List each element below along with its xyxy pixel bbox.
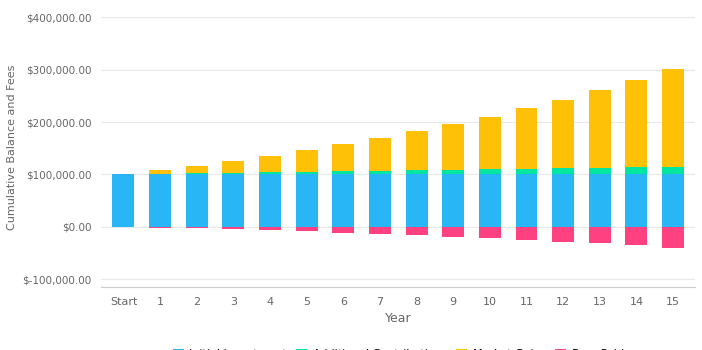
Bar <box>112 174 135 227</box>
Bar <box>515 174 538 227</box>
X-axis label: Year: Year <box>385 312 411 325</box>
Bar <box>625 174 647 227</box>
Bar <box>223 174 244 227</box>
Bar <box>223 161 244 173</box>
Bar <box>479 169 501 174</box>
Bar <box>332 145 355 171</box>
Y-axis label: Cumulative Balance and Fees: Cumulative Balance and Fees <box>7 64 17 230</box>
Bar <box>662 69 684 167</box>
Bar <box>589 174 611 227</box>
Bar <box>406 174 428 227</box>
Bar <box>552 99 574 168</box>
Bar <box>589 90 611 168</box>
Bar <box>186 174 208 227</box>
Bar <box>369 171 391 174</box>
Bar <box>149 170 171 174</box>
Bar <box>406 227 428 235</box>
Bar <box>259 156 281 172</box>
Bar <box>186 166 208 173</box>
Bar <box>296 174 317 227</box>
Bar <box>625 227 647 245</box>
Bar <box>515 108 538 169</box>
Bar <box>259 174 281 227</box>
Bar <box>662 227 684 248</box>
Legend: Initial Investment, Additional Contributions, Market Gains, Fees Paid: Initial Investment, Additional Contribut… <box>173 349 624 350</box>
Bar <box>552 168 574 174</box>
Bar <box>332 174 355 227</box>
Bar <box>515 169 538 174</box>
Bar <box>625 167 647 174</box>
Bar <box>186 227 208 229</box>
Bar <box>552 174 574 227</box>
Bar <box>442 227 464 237</box>
Bar <box>625 80 647 167</box>
Bar <box>515 227 538 240</box>
Bar <box>223 173 244 174</box>
Bar <box>662 167 684 174</box>
Bar <box>149 174 171 227</box>
Bar <box>479 117 501 169</box>
Bar <box>406 170 428 174</box>
Bar <box>442 170 464 174</box>
Bar <box>296 172 317 174</box>
Bar <box>552 227 574 242</box>
Bar <box>332 171 355 174</box>
Bar <box>149 227 171 228</box>
Bar <box>589 227 611 243</box>
Bar <box>662 174 684 227</box>
Bar <box>442 124 464 170</box>
Bar <box>442 174 464 227</box>
Bar <box>589 168 611 174</box>
Bar <box>296 227 317 231</box>
Bar <box>369 227 391 234</box>
Bar <box>406 132 428 170</box>
Bar <box>296 150 317 172</box>
Bar <box>259 172 281 174</box>
Bar <box>479 174 501 227</box>
Bar <box>223 227 244 229</box>
Bar <box>186 173 208 174</box>
Bar <box>259 227 281 230</box>
Bar <box>332 227 355 232</box>
Bar <box>369 138 391 171</box>
Bar <box>479 227 501 238</box>
Bar <box>369 174 391 227</box>
